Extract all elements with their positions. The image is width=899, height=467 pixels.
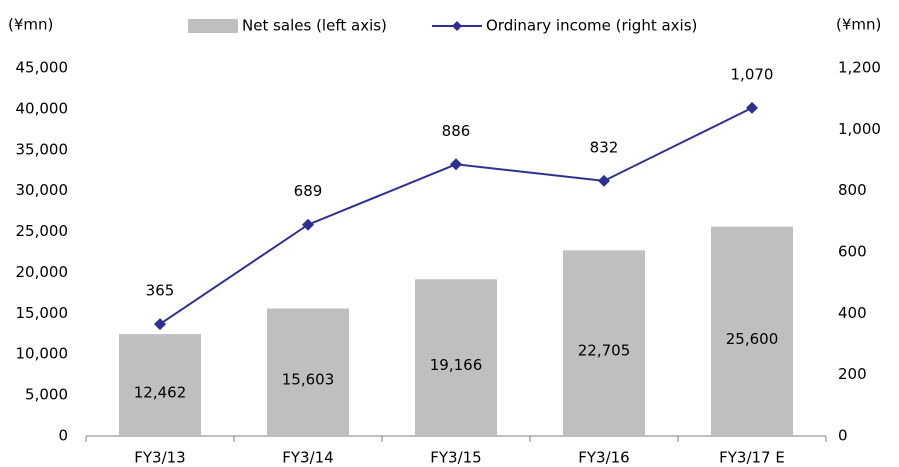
y2-tick-label: 600: [838, 243, 867, 261]
bar: [711, 226, 793, 436]
y2-tick-label: 1,200: [838, 59, 881, 77]
y-tick-label: 15,000: [16, 304, 69, 322]
line-marker: [746, 101, 758, 114]
line-value-label: 1,070: [731, 65, 774, 83]
legend-marker: [452, 21, 462, 31]
bar-value-label: 12,462: [134, 384, 187, 402]
y-tick-label: 25,000: [16, 222, 69, 240]
line-value-label: 832: [590, 138, 619, 156]
bar: [415, 279, 497, 436]
bar-value-label: 19,166: [430, 356, 483, 374]
y2-unit: (¥mn): [836, 16, 881, 34]
y2-tick-label: 400: [838, 304, 867, 322]
line-marker: [450, 158, 462, 171]
y2-tick-label: 1,000: [838, 120, 881, 138]
line-value-label: 886: [442, 122, 471, 140]
x-tick-label: FY3/15: [430, 449, 481, 467]
y-tick-label: 10,000: [16, 345, 69, 363]
line-marker: [154, 318, 166, 331]
y-unit: (¥mn): [8, 16, 53, 34]
x-tick-label: FY3/14: [282, 449, 333, 467]
x-tick-label: FY3/17 E: [719, 449, 785, 467]
x-tick-label: FY3/13: [134, 449, 185, 467]
y-tick-label: 30,000: [16, 181, 69, 199]
y-tick-label: 35,000: [16, 140, 69, 158]
x-tick-label: FY3/16: [578, 449, 629, 467]
bar: [563, 250, 645, 436]
y-tick-label: 20,000: [16, 263, 69, 281]
legend-label: Net sales (left axis): [242, 17, 387, 35]
bar-value-label: 25,600: [726, 330, 779, 348]
y-tick-label: 0: [58, 427, 68, 445]
line-marker: [302, 218, 314, 231]
bar-value-label: 15,603: [282, 371, 335, 389]
legend-label: Ordinary income (right axis): [486, 17, 697, 35]
y2-tick-label: 200: [838, 365, 867, 383]
line-value-label: 689: [294, 182, 323, 200]
bar: [267, 308, 349, 436]
legend-swatch: [188, 19, 238, 33]
y-tick-label: 5,000: [25, 386, 68, 404]
y2-tick-label: 0: [838, 427, 848, 445]
bar-value-label: 22,705: [578, 342, 631, 360]
y2-tick-label: 800: [838, 181, 867, 199]
line-value-label: 365: [146, 282, 175, 300]
y-tick-label: 45,000: [16, 59, 69, 77]
bar: [119, 334, 201, 436]
line-marker: [598, 174, 610, 187]
y-tick-label: 40,000: [16, 99, 69, 117]
